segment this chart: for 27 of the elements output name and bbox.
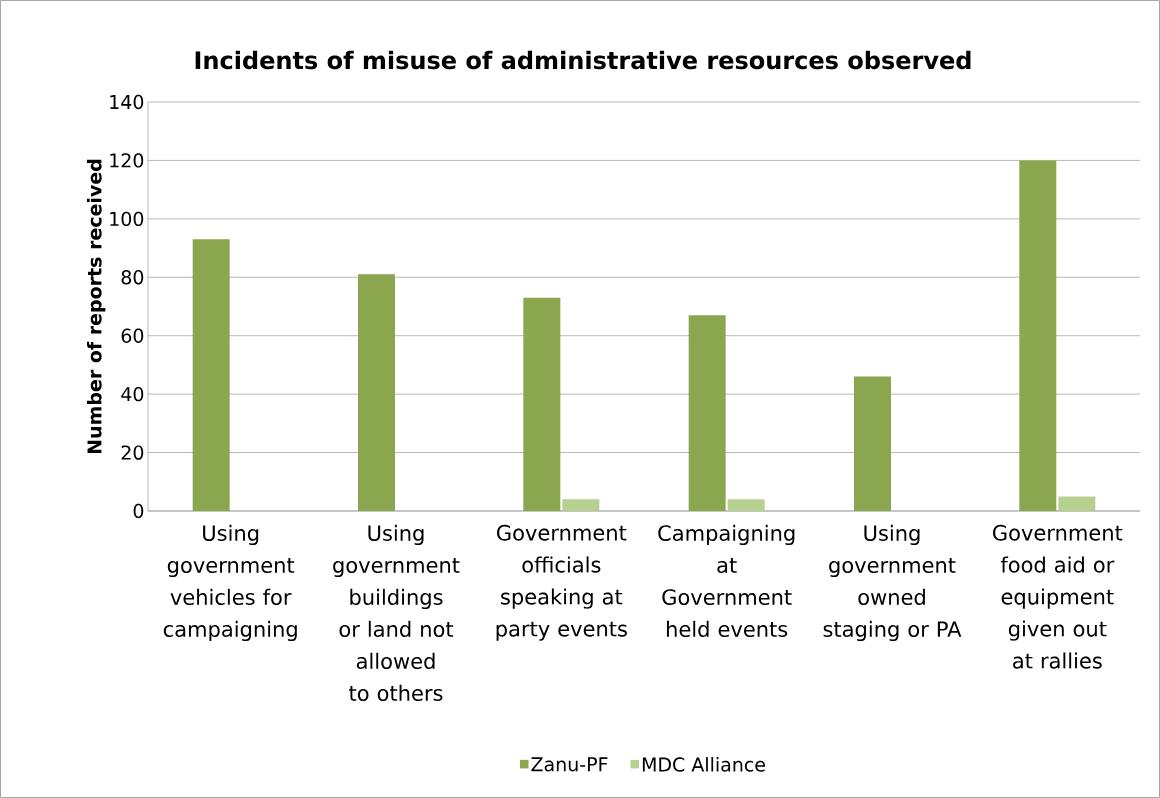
bar [192, 239, 230, 511]
bar [1019, 160, 1057, 511]
bar [688, 315, 726, 511]
y-axis-title: Number of reports received [86, 159, 106, 454]
x-tick-label: Campaigning at Government held events [658, 524, 795, 638]
legend-label: Zanu-PF [531, 757, 608, 772]
y-tick-label: 100 [110, 211, 144, 227]
bar [854, 376, 891, 511]
x-tick-label: Using government owned staging or PA [823, 524, 962, 642]
y-tick-label: 20 [121, 445, 144, 460]
x-tick-label: Government officials speaking at party events [496, 524, 627, 641]
bar [358, 274, 396, 511]
x-tick-label: Government food aid or equipment given out at rallies [993, 524, 1123, 669]
y-tick-label: 140 [110, 94, 144, 110]
y-tick-label: 120 [110, 153, 144, 168]
y-tick-label: 60 [121, 328, 144, 343]
bar [727, 499, 765, 511]
x-tick-label: Using government buildings or land not allowed to others [333, 524, 460, 702]
y-tick-label: 80 [121, 270, 144, 285]
bar [562, 499, 600, 511]
chart-title: Incidents of misuse of administrative resources observed [195, 50, 971, 70]
y-tick-label: 40 [121, 386, 144, 402]
legend-label: MDC Alliance [642, 757, 766, 772]
bar [1058, 496, 1096, 511]
x-tick-label: Using government vehicles for campaigning [163, 524, 297, 642]
y-tick-label: 0 [133, 503, 144, 519]
bar [523, 297, 561, 511]
